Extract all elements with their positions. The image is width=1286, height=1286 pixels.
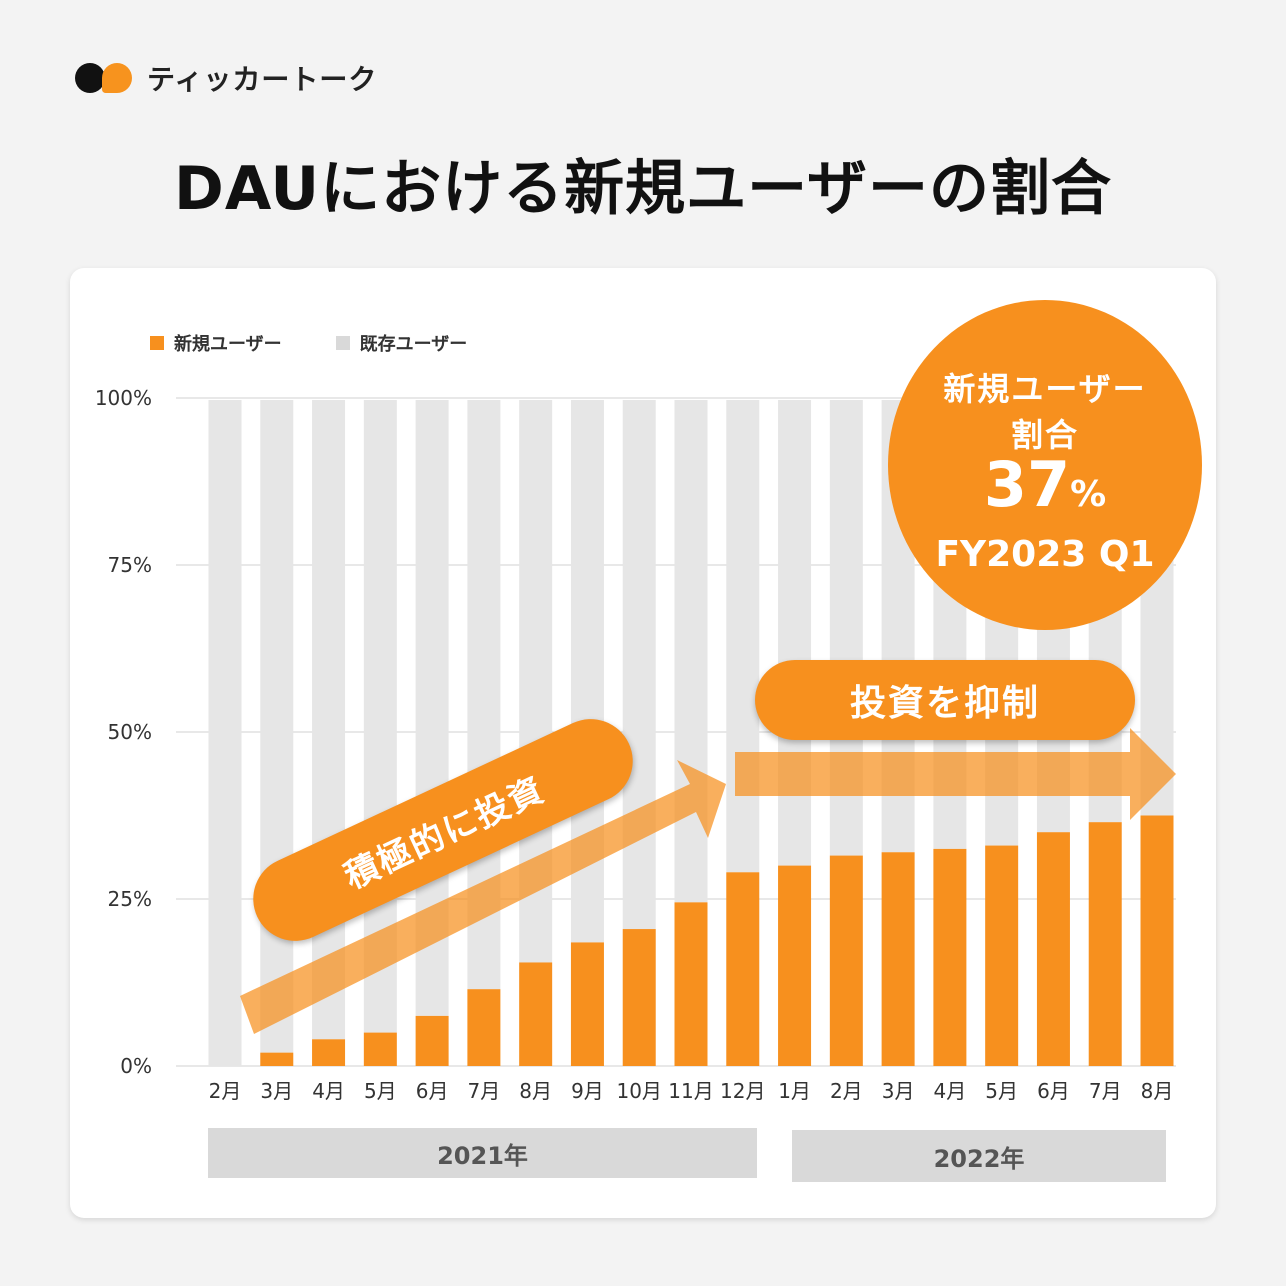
y-tick-label: 100% bbox=[95, 386, 152, 410]
bar-new bbox=[622, 929, 656, 1066]
bar-existing bbox=[312, 400, 346, 1040]
x-tick-label: 12月 bbox=[720, 1079, 765, 1103]
bar-new bbox=[674, 902, 708, 1066]
brand-name: ティッカートーク bbox=[147, 63, 378, 96]
legend-label-new: 新規ユーザー bbox=[174, 334, 282, 355]
year-band-2021: 2021年 bbox=[208, 1128, 757, 1178]
x-tick-label: 2月 bbox=[830, 1079, 863, 1103]
badge-label-line2: 割合 bbox=[1010, 416, 1079, 454]
legend-swatch-existing bbox=[335, 336, 350, 350]
bar-new bbox=[1140, 815, 1174, 1066]
brand-logo: ティッカートーク bbox=[75, 58, 377, 98]
legend-swatch-new bbox=[150, 336, 164, 350]
x-tick-label: 9月 bbox=[571, 1079, 604, 1103]
badge-value: 37% bbox=[888, 448, 1202, 521]
bar-new bbox=[1088, 822, 1122, 1066]
bar-new bbox=[519, 962, 553, 1066]
x-tick-label: 3月 bbox=[260, 1079, 293, 1103]
bar-new bbox=[778, 865, 812, 1066]
x-tick-label: 7月 bbox=[1089, 1079, 1122, 1103]
bar-existing bbox=[208, 400, 242, 1066]
x-tick-label: 4月 bbox=[934, 1079, 967, 1103]
x-tick-label: 10月 bbox=[616, 1079, 661, 1103]
year-band-2022: 2022年 bbox=[792, 1130, 1166, 1182]
bar-new bbox=[985, 845, 1019, 1066]
bar-new bbox=[881, 852, 915, 1066]
legend-item-existing: 既存ユーザー bbox=[335, 330, 468, 356]
bar-new bbox=[260, 1052, 294, 1066]
x-tick-label: 1月 bbox=[778, 1079, 811, 1103]
legend-label-existing: 既存ユーザー bbox=[359, 334, 468, 355]
restraint-arrow bbox=[735, 728, 1176, 820]
y-tick-label: 75% bbox=[108, 553, 152, 577]
x-tick-label: 5月 bbox=[985, 1079, 1018, 1103]
x-tick-label: 7月 bbox=[468, 1079, 501, 1103]
bar-new bbox=[933, 848, 967, 1066]
bar-new bbox=[415, 1015, 449, 1066]
x-tick-label: 3月 bbox=[882, 1079, 915, 1103]
x-tick-label: 4月 bbox=[312, 1079, 345, 1103]
x-tick-label: 2月 bbox=[209, 1079, 242, 1103]
bar-new bbox=[829, 855, 863, 1066]
logo-icon bbox=[75, 58, 137, 98]
x-tick-label: 8月 bbox=[1141, 1079, 1174, 1103]
x-tick-label: 6月 bbox=[416, 1079, 449, 1103]
badge-label-line1: 新規ユーザー bbox=[943, 370, 1147, 408]
x-tick-label: 8月 bbox=[519, 1079, 552, 1103]
bar-new bbox=[1036, 832, 1070, 1066]
annotation-restraint: 投資を抑制 bbox=[755, 660, 1135, 740]
chart-legend: 新規ユーザー 既存ユーザー bbox=[150, 330, 521, 356]
x-tick-label: 5月 bbox=[364, 1079, 397, 1103]
badge-period: FY2023 Q1 bbox=[935, 534, 1155, 575]
badge-number: 37 bbox=[983, 448, 1071, 521]
bar-new bbox=[570, 942, 604, 1066]
bar-existing bbox=[674, 400, 708, 903]
bar-new bbox=[312, 1039, 346, 1066]
bar-new bbox=[467, 989, 501, 1066]
bar-existing bbox=[622, 400, 656, 930]
bar-new bbox=[363, 1032, 397, 1066]
highlight-badge: 新規ユーザー 割合 37% FY2023 Q1 bbox=[888, 300, 1202, 630]
x-tick-label: 11月 bbox=[668, 1079, 713, 1103]
page-title: DAUにおける新規ユーザーの割合 bbox=[174, 154, 1112, 224]
x-tick-label: 6月 bbox=[1037, 1079, 1070, 1103]
y-tick-label: 25% bbox=[108, 887, 152, 911]
bar-new bbox=[726, 872, 760, 1066]
growth-arrow bbox=[240, 760, 726, 1034]
bar-existing bbox=[260, 400, 294, 1053]
bar-existing bbox=[726, 400, 760, 873]
y-tick-label: 50% bbox=[108, 720, 152, 744]
y-tick-label: 0% bbox=[120, 1054, 152, 1078]
badge-unit: % bbox=[1070, 474, 1107, 515]
legend-item-new: 新規ユーザー bbox=[150, 330, 282, 356]
